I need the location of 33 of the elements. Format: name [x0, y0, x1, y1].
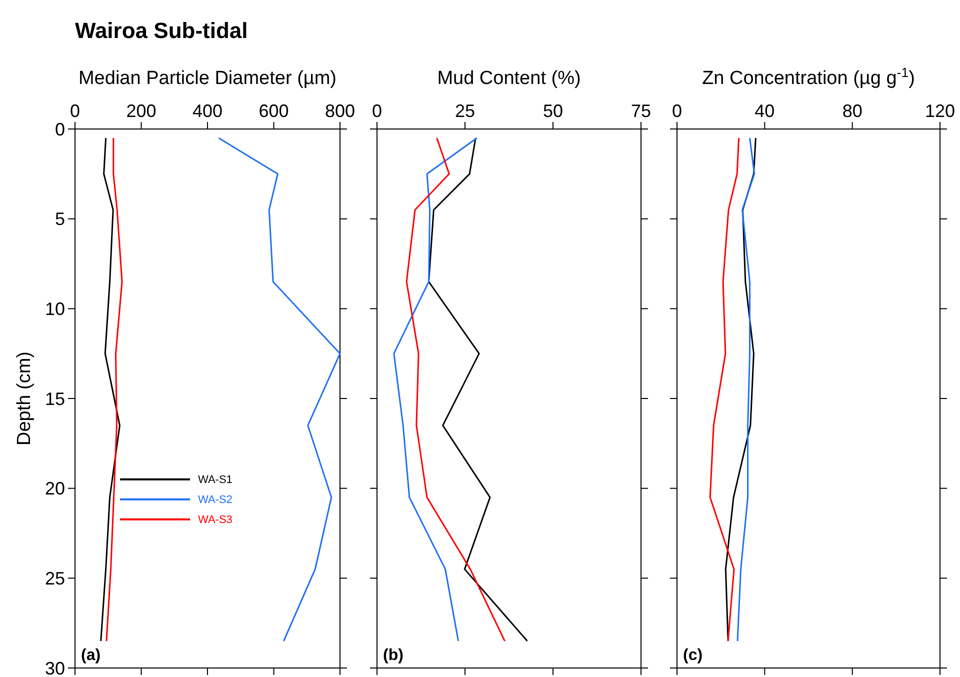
y-tick-label: 15 — [44, 388, 65, 409]
x-axis-title: Median Particle Diameter (µm) — [78, 68, 337, 89]
y-tick-label: 20 — [44, 478, 65, 499]
annotation: (c) — [683, 647, 703, 664]
x-axis-title: Zn Concentration (µg g$^{-1}$) — [702, 64, 915, 89]
text: WA-S2 — [198, 494, 232, 506]
x-tick-label: 75 — [630, 101, 652, 121]
annotation: (b) — [383, 647, 404, 664]
y-tick-label: 10 — [44, 298, 65, 319]
y-tick-label: 25 — [44, 568, 65, 588]
y-tick-label: 30 — [44, 658, 65, 677]
x-tick-label: 80 — [842, 101, 862, 121]
x-tick-label: 600 — [258, 101, 289, 121]
text: WA-S1 — [198, 474, 232, 486]
x-tick-label: 25 — [454, 101, 476, 121]
y-axis-title: Depth (cm) — [14, 352, 35, 446]
x-tick-label: 40 — [754, 101, 775, 121]
x-tick-label: 0 — [672, 101, 682, 121]
line-series — [100, 137, 120, 642]
x-tick-label: 50 — [542, 101, 564, 121]
y-tick-label: 5 — [54, 209, 65, 230]
x-tick-label: 0 — [372, 101, 382, 121]
x-tick-label: 200 — [126, 101, 156, 121]
chart-title: Wairoa Sub-tidal — [75, 18, 248, 43]
x-tick-label: 400 — [192, 101, 223, 121]
y-tick-label: 0 — [54, 119, 65, 140]
annotation: (a) — [81, 647, 101, 664]
x-tick-label: 800 — [324, 101, 356, 121]
x-tick-label: 0 — [70, 101, 80, 121]
text: WA-S3 — [198, 514, 232, 526]
x-tick-label: 120 — [924, 101, 956, 121]
x-axis-title: Mud Content (%) — [437, 68, 581, 89]
line-series — [106, 137, 123, 642]
